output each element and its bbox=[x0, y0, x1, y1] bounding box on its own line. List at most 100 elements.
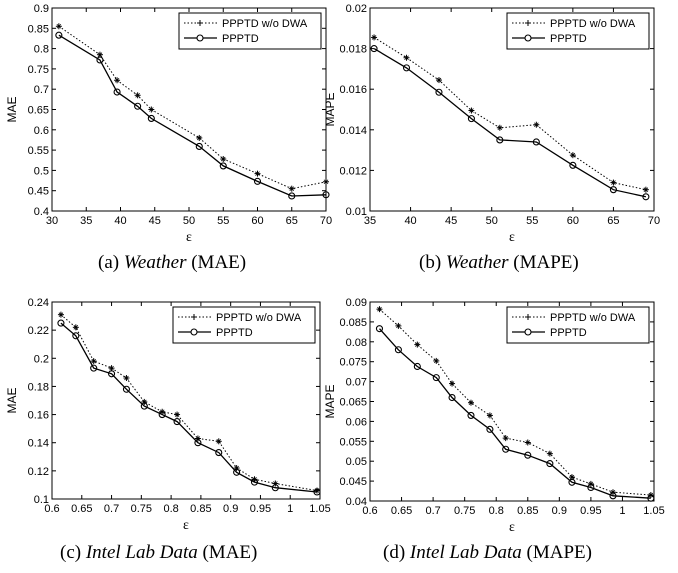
legend-label: PPPTD bbox=[550, 327, 587, 339]
data-point-ppptd-wo-dwa bbox=[486, 412, 493, 419]
y-tick-label: 0.18 bbox=[28, 381, 49, 393]
x-tick-label: 60 bbox=[251, 215, 263, 227]
series-line-ppptd-wo-dwa bbox=[60, 314, 318, 492]
x-tick-label: 0.6 bbox=[362, 505, 377, 517]
data-point-ppptd bbox=[467, 411, 475, 419]
y-tick-label: 0.4 bbox=[34, 206, 49, 218]
data-point-ppptd-wo-dwa bbox=[108, 365, 115, 372]
x-tick-label: 0.9 bbox=[223, 503, 238, 515]
series-line-ppptd bbox=[58, 34, 327, 197]
legend-box bbox=[506, 306, 650, 344]
data-point-ppptd bbox=[448, 393, 456, 402]
legend-label: PPPTD w/o DWA bbox=[222, 18, 308, 30]
data-point-ppptd-wo-dwa bbox=[215, 438, 222, 445]
data-point-ppptd bbox=[322, 191, 330, 199]
data-point-ppptd bbox=[72, 332, 80, 340]
y-tick-label: 0.055 bbox=[339, 436, 367, 448]
x-tick-label: 0.65 bbox=[391, 505, 412, 517]
data-point-ppptd-wo-dwa bbox=[57, 311, 64, 318]
data-point-ppptd-wo-dwa bbox=[449, 380, 456, 387]
data-point-ppptd bbox=[173, 418, 181, 426]
y-tick-label: 0.075 bbox=[339, 357, 367, 369]
data-point-ppptd bbox=[113, 88, 121, 96]
data-point-ppptd bbox=[55, 31, 63, 39]
data-point-ppptd-wo-dwa bbox=[524, 439, 531, 446]
y-axis-label: MAE bbox=[5, 387, 19, 413]
data-point-ppptd-wo-dwa bbox=[568, 474, 575, 481]
data-point-ppptd-wo-dwa bbox=[196, 134, 203, 141]
x-tick-label: 30 bbox=[46, 215, 58, 227]
y-tick-label: 0.1 bbox=[34, 494, 49, 506]
legend-label: PPPTD bbox=[550, 33, 587, 45]
y-tick-label: 0.01 bbox=[346, 206, 367, 218]
data-point-ppptd bbox=[313, 488, 321, 496]
y-axis-label: MAPE bbox=[323, 92, 337, 126]
x-tick-label: 1.05 bbox=[309, 503, 330, 515]
y-tick-label: 0.05 bbox=[346, 456, 367, 468]
data-point-ppptd bbox=[253, 177, 262, 185]
y-tick-label: 0.016 bbox=[339, 84, 367, 96]
data-point-ppptd bbox=[140, 402, 148, 410]
caption-tag: (b) bbox=[419, 252, 442, 273]
data-point-ppptd-wo-dwa bbox=[371, 34, 378, 41]
data-point-ppptd bbox=[271, 484, 279, 492]
x-tick-label: 1 bbox=[619, 505, 625, 517]
x-tick-label: 35 bbox=[80, 215, 92, 227]
data-point-ppptd bbox=[122, 385, 130, 393]
y-tick-label: 0.22 bbox=[28, 325, 49, 337]
legend: PPPTD w/o DWA PPPTD bbox=[178, 12, 322, 50]
data-point-ppptd bbox=[496, 136, 504, 144]
y-axis-label: MAPE bbox=[323, 384, 337, 418]
series-line-ppptd bbox=[373, 48, 647, 198]
legend-marker bbox=[524, 34, 532, 42]
data-point-ppptd-wo-dwa bbox=[194, 435, 201, 442]
caption-metric: (MAPE) bbox=[526, 542, 592, 563]
y-tick-label: 0.2 bbox=[34, 353, 49, 365]
x-axis-label: ε bbox=[183, 518, 189, 533]
x-tick-label: 65 bbox=[607, 215, 619, 227]
data-point-ppptd-wo-dwa bbox=[502, 435, 509, 442]
data-point-ppptd-wo-dwa bbox=[610, 179, 617, 186]
y-tick-label: 0.04 bbox=[346, 496, 367, 508]
x-tick-label: 0.75 bbox=[454, 505, 475, 517]
data-point-ppptd bbox=[435, 88, 443, 96]
y-tick-label: 0.014 bbox=[339, 125, 367, 137]
data-point-ppptd bbox=[609, 492, 617, 500]
y-tick-label: 0.6 bbox=[34, 125, 49, 137]
data-point-ppptd-wo-dwa bbox=[546, 450, 553, 457]
data-point-ppptd-wo-dwa bbox=[403, 54, 410, 61]
y-tick-label: 0.5 bbox=[34, 165, 49, 177]
x-tick-label: 45 bbox=[445, 215, 457, 227]
data-point-ppptd bbox=[524, 451, 532, 459]
x-tick-label: 0.8 bbox=[163, 503, 178, 515]
x-axis-label: ε bbox=[186, 230, 192, 245]
legend-label: PPPTD w/o DWA bbox=[216, 312, 302, 324]
chart-panel-3: 0.6 0.65 0.7 0.75 0.8 0.85 0.9 0.95 1 1.05 0.1 0.12… bbox=[5, 297, 331, 533]
data-point-ppptd-wo-dwa bbox=[114, 77, 121, 84]
data-point-ppptd-wo-dwa bbox=[254, 170, 261, 177]
data-point-ppptd bbox=[370, 45, 378, 53]
data-point-ppptd bbox=[219, 162, 227, 170]
data-point-ppptd-wo-dwa bbox=[414, 341, 421, 348]
legend: PPPTD w/o DWA PPPTD bbox=[506, 306, 650, 344]
x-tick-label: 50 bbox=[486, 215, 498, 227]
data-point-ppptd bbox=[609, 186, 617, 194]
x-tick-label: 0.85 bbox=[517, 505, 538, 517]
y-tick-label: 0.08 bbox=[346, 337, 367, 349]
data-point-ppptd-wo-dwa bbox=[323, 178, 329, 185]
y-tick-label: 0.9 bbox=[34, 3, 49, 15]
data-point-ppptd-wo-dwa bbox=[433, 357, 440, 364]
caption-d: (d) Intel Lab Data (MAPE) bbox=[383, 542, 592, 564]
x-tick-label: 1 bbox=[287, 503, 293, 515]
legend-marker bbox=[524, 328, 532, 336]
data-point-ppptd bbox=[57, 319, 65, 327]
data-point-ppptd bbox=[546, 460, 554, 468]
data-point-ppptd-wo-dwa bbox=[72, 324, 79, 331]
data-point-ppptd-wo-dwa bbox=[288, 185, 295, 192]
data-point-ppptd bbox=[532, 138, 540, 146]
plot-frame bbox=[369, 7, 655, 212]
data-point-ppptd-wo-dwa bbox=[569, 152, 576, 159]
legend: PPPTD w/o DWA PPPTD bbox=[506, 12, 650, 50]
data-point-ppptd bbox=[158, 411, 166, 419]
legend-label: PPPTD bbox=[222, 33, 259, 45]
